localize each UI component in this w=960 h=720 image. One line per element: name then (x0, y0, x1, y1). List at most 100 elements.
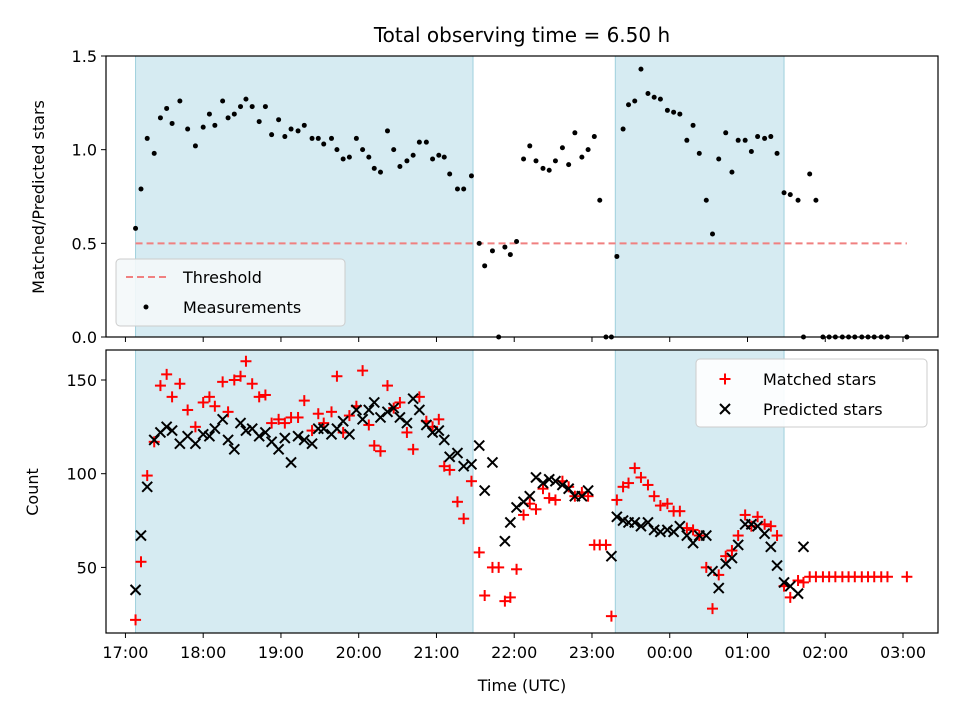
matched-star-point (161, 368, 173, 380)
predicted-star-point (499, 535, 511, 547)
predicted-star-point (401, 417, 413, 429)
predicted-star-point (451, 447, 464, 459)
predicted-star-point (272, 443, 285, 456)
measurement-point (559, 145, 565, 151)
matched-star-point (661, 498, 673, 510)
predicted-star-point (700, 529, 712, 542)
measurement-point (169, 120, 175, 126)
measurement-point (441, 154, 447, 160)
matched-star-point (240, 355, 252, 367)
matched-star-point (259, 389, 271, 401)
matched-star-point (881, 571, 893, 583)
legend-threshold-label: Threshold (182, 268, 262, 287)
measurement-point (755, 134, 761, 140)
measurement-point (703, 197, 709, 203)
legend-matched-swatch (719, 373, 731, 385)
measurement-point (371, 165, 377, 171)
measurement-point (527, 143, 533, 149)
matched-star-point (687, 524, 699, 536)
matched-star-point (543, 492, 555, 504)
measurement-point (410, 152, 416, 158)
bottom-y-axis-label: Count (23, 468, 42, 516)
measurement-point (238, 104, 244, 110)
matched-star-point (246, 378, 258, 390)
bottom-y-tick-label: 150 (66, 371, 97, 390)
bottom-axes-frame (105, 349, 939, 634)
measurement-point (321, 141, 327, 147)
measurement-point (423, 139, 429, 145)
predicted-star-point (216, 413, 229, 426)
predicted-star-point (706, 565, 719, 577)
x-tick-label: 02:00 (802, 643, 848, 662)
bottom-x-axis-label: Time (UTC) (477, 676, 566, 695)
measurement-point (597, 197, 603, 203)
measurement-point (315, 135, 321, 141)
measurement-point (262, 104, 268, 110)
measurement-point (276, 117, 282, 123)
predicted-star-point (413, 404, 426, 416)
measurement-point (514, 238, 520, 244)
matched-star-point (674, 505, 686, 517)
bottom-plot-marks (129, 355, 913, 626)
matched-star-point (752, 511, 764, 523)
measurement-point (404, 158, 410, 164)
matched-star-point (771, 530, 783, 542)
matched-star-point (537, 483, 549, 495)
matched-star-point (739, 509, 751, 521)
predicted-star-point (654, 526, 667, 538)
predicted-star-point (209, 423, 221, 435)
top-y-axis-label: Matched/Predicted stars (29, 100, 48, 294)
measurement-point (192, 143, 198, 149)
predicted-star-point (524, 490, 536, 502)
measurement-point (813, 197, 819, 203)
measurement-point (684, 137, 690, 143)
legend-predicted-swatch (719, 403, 731, 415)
matched-star-point (582, 490, 594, 502)
measurement-point (507, 252, 513, 258)
predicted-star-point (240, 424, 252, 437)
matched-star-point (792, 575, 804, 587)
bottom-y-tick-label: 100 (66, 465, 97, 484)
measurement-point (579, 154, 585, 160)
predicted-star-point (713, 582, 725, 594)
matched-star-point (228, 374, 240, 386)
measurement-point (664, 107, 670, 113)
matched-star-point (331, 370, 343, 382)
predicted-star-point (582, 484, 594, 497)
predicted-star-point (298, 434, 310, 446)
measurement-point (243, 96, 249, 102)
predicted-star-point (141, 481, 153, 493)
matched-star-point (222, 406, 234, 418)
measurement-point (482, 263, 488, 269)
legend-matched-marker (719, 373, 731, 385)
legend-predicted-label: Predicted stars (763, 400, 883, 419)
measurement-point (436, 152, 442, 158)
matched-star-point (174, 378, 186, 390)
top-legend-box (115, 258, 346, 327)
matched-star-point (681, 522, 693, 534)
measurement-point (572, 130, 578, 136)
matched-star-point (318, 417, 330, 429)
measurement-point (157, 115, 163, 121)
predicted-star-point (443, 451, 456, 463)
measurement-point (384, 128, 390, 134)
matched-star-point (154, 380, 166, 392)
predicted-star-point (356, 413, 369, 426)
predicted-star-point (549, 475, 562, 487)
measurement-point (645, 90, 651, 96)
bottom-legend-box (695, 358, 928, 428)
top-y-tick-label: 1.5 (72, 47, 97, 66)
matched-star-point (654, 500, 666, 512)
measurement-point (677, 111, 683, 117)
measurement-point (716, 156, 722, 162)
predicted-star-point (363, 404, 375, 416)
predicted-star-point (635, 520, 647, 532)
measurement-point (231, 111, 237, 117)
predicted-star-point (648, 524, 660, 536)
measurement-point (533, 158, 539, 164)
predicted-star-point (160, 421, 173, 433)
measurement-point (200, 124, 206, 130)
predicted-star-point (726, 552, 738, 564)
measurement-point (391, 147, 397, 153)
matched-star-point (363, 419, 375, 431)
